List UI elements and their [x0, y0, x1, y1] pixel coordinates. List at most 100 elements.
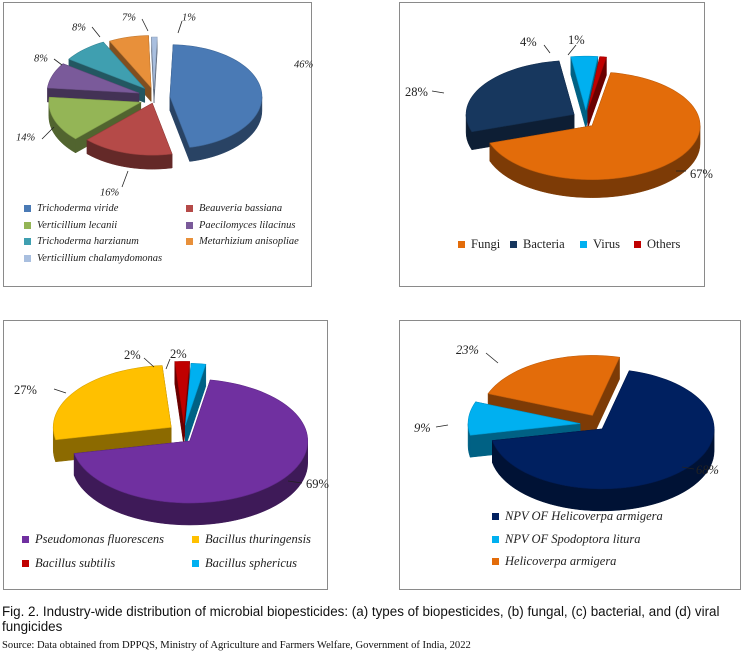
legend-item-2-3: Bacillus sphericus	[192, 556, 297, 571]
leader-line-1-1	[431, 90, 445, 94]
pie-slice-2-3	[185, 363, 207, 448]
legend-swatch-3-2	[492, 558, 499, 565]
pie-chart-types: 67% 28% 4% 1%	[405, 33, 713, 198]
legend-swatch-0-4	[24, 238, 31, 245]
data-label-0-3: 8%	[34, 53, 48, 64]
legend-swatch-0-6	[24, 254, 31, 262]
pie-slice-0-6	[151, 36, 158, 104]
legend-item-1-1: Bacteria	[510, 237, 565, 252]
figure-source: Source: Data obtained from DPPQS, Minist…	[2, 640, 471, 651]
pie-slice-2-0	[73, 379, 309, 526]
legend-item-1-3: Others	[634, 237, 680, 252]
legend-label-1-1: Bacteria	[523, 237, 565, 251]
leader-line-2-2	[143, 357, 155, 368]
legend-item-0-5: Metarhizium anisopliae	[186, 236, 299, 247]
legend-item-0-6: Verticillium chalamydomonas	[24, 253, 162, 264]
data-label-0-1: 16%	[100, 187, 120, 198]
pie-slice-0-1	[86, 102, 173, 170]
pie-chart-bacterial: 69% 27% 2% 2%	[14, 347, 329, 526]
data-label-3-2: 23%	[456, 343, 479, 357]
legend-item-3-1: NPV OF Spodoptora litura	[492, 532, 641, 547]
pie-chart-viral: 68% 9% 23%	[414, 343, 719, 512]
pie-chart-fungal: 46% 16% 14% 8% 8% 7% 1%	[16, 12, 314, 198]
legend-swatch-1-0	[458, 241, 465, 248]
legend-label-0-2: Verticillium lecanii	[37, 219, 118, 231]
legend-swatch-3-0	[492, 513, 499, 520]
legend-label-2-1: Bacillus thuringensis	[205, 532, 311, 546]
legend-item-2-0: Pseudomonas fluorescens	[22, 532, 164, 547]
data-label-1-2: 4%	[520, 35, 537, 49]
data-label-0-4: 8%	[72, 22, 86, 33]
data-label-2-2: 2%	[124, 348, 141, 362]
legend-swatch-2-0	[22, 536, 29, 543]
legend-label-0-0: Trichoderma viride	[37, 203, 119, 214]
legend-swatch-0-0	[24, 205, 31, 212]
pie-slice-1-0	[489, 72, 701, 198]
leader-line-0-3	[53, 58, 63, 66]
legend-label-1-2: Virus	[593, 237, 621, 251]
chart-panel-fungal: 46% 16% 14% 8% 8% 7% 1% Trichoderma viride Beau…	[3, 2, 314, 287]
legend-swatch-1-1	[510, 241, 517, 248]
data-label-0-6: 1%	[182, 12, 196, 23]
leader-line-2-0	[287, 480, 303, 484]
chart-panel-bacterial: 69% 27% 2% 2% Pseudomonas fluorescens Bacill…	[3, 320, 329, 590]
data-label-0-2: 14%	[16, 132, 36, 143]
leader-line-3-0	[681, 466, 695, 470]
pie-slice-0-0	[169, 44, 263, 162]
leader-line-0-1	[121, 170, 129, 188]
legend-label-2-3: Bacillus sphericus	[205, 556, 298, 570]
legend-item-0-2: Verticillium lecanii	[24, 220, 117, 231]
legend-label-3-2: Helicoverpa armigera	[505, 554, 617, 568]
legend-swatch-0-5	[186, 238, 193, 245]
leader-line-1-2	[543, 44, 551, 54]
legend-item-3-2: Helicoverpa armigera	[492, 554, 616, 569]
legend-item-3-0: NPV OF Helicoverpa armigera	[492, 509, 663, 524]
leader-line-2-1	[53, 388, 67, 394]
legend-label-0-5: Metarhizium anisopliae	[199, 236, 299, 247]
legend-label-0-4: Trichoderma harzianum	[37, 236, 139, 247]
legend-item-1-0: Fungi	[458, 237, 500, 252]
legend-item-1-2: Virus	[580, 237, 620, 252]
legend-swatch-2-1	[192, 536, 199, 543]
data-label-3-0: 68%	[696, 463, 719, 477]
leader-line-1-3	[567, 44, 577, 56]
data-label-2-1: 27%	[14, 383, 37, 397]
legend-swatch-1-2	[580, 241, 587, 248]
figure-caption: Fig. 2. Industry-wide distribution of mi…	[2, 604, 720, 634]
leader-line-0-2	[41, 126, 55, 140]
data-label-0-5: 7%	[122, 12, 136, 23]
pie-slice-1-1	[465, 60, 575, 151]
legend-item-0-3: Paecilomyces lilacinus	[186, 220, 296, 231]
data-label-2-3: 2%	[170, 347, 187, 361]
legend-swatch-3-1	[492, 535, 499, 543]
legend-swatch-1-3	[634, 241, 641, 248]
legend-label-2-0: Pseudomonas fluorescens	[35, 532, 165, 546]
legend-label-3-1: NPV OF Spodoptora litura	[505, 531, 641, 546]
legend-swatch-2-2	[22, 560, 29, 567]
data-label-1-3: 1%	[568, 33, 585, 47]
legend-swatch-0-3	[186, 221, 193, 229]
legend-swatch-2-3	[192, 560, 199, 567]
pie-slice-1-3	[587, 56, 607, 129]
legend-label-0-3: Paecilomyces lilacinus	[199, 219, 296, 231]
legend-label-0-6: Verticillium chalamydomonas	[37, 252, 163, 264]
legend-label-2-2: Bacillus subtilis	[35, 556, 116, 570]
legend-item-0-1: Beauveria bassiana	[186, 203, 282, 214]
data-label-1-1: 28%	[405, 85, 428, 99]
data-label-3-1: 9%	[414, 421, 431, 435]
leader-line-0-6	[177, 20, 183, 34]
legend-item-2-2: Bacillus subtilis	[22, 556, 115, 571]
leader-line-3-1	[435, 424, 449, 428]
leader-line-3-2	[485, 352, 499, 364]
legend-swatch-0-1	[186, 205, 193, 212]
leader-line-2-3	[165, 358, 171, 370]
leader-line-0-5	[141, 18, 149, 32]
legend-item-2-1: Bacillus thuringensis	[192, 532, 311, 547]
chart-panel-viral: 68% 9% 23% NPV OF Helicoverpa armigera NPV …	[399, 320, 741, 590]
data-label-2-0: 69%	[306, 477, 329, 491]
legend-label-1-0: Fungi	[471, 237, 501, 251]
data-label-1-0: 67%	[690, 167, 713, 181]
chart-panel-types: 67% 28% 4% 1% Fungi Bacteria Virus Others	[399, 2, 713, 287]
legend-item-0-0: Trichoderma viride	[24, 203, 118, 214]
legend-swatch-0-2	[24, 221, 31, 229]
